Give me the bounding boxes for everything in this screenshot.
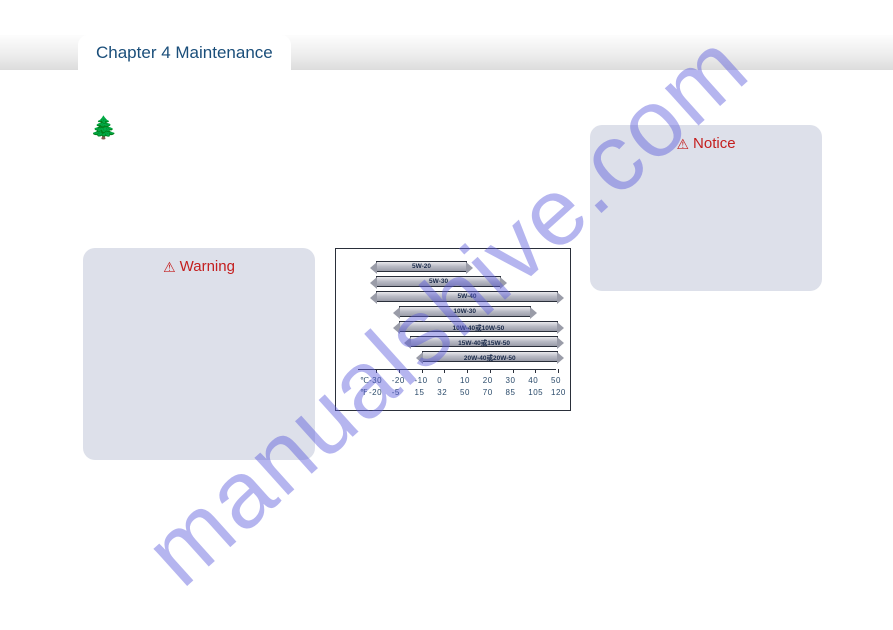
chart-tick bbox=[513, 369, 514, 373]
chapter-title: Chapter 4 Maintenance bbox=[96, 43, 273, 62]
celsius-unit-label: ℃ bbox=[360, 376, 369, 385]
oil-bar: 5W-40 bbox=[376, 291, 558, 302]
arrow-right-icon bbox=[557, 322, 564, 334]
arrow-right-icon bbox=[530, 307, 537, 319]
c-tick-label: 30 bbox=[506, 376, 516, 385]
chart-tick bbox=[399, 369, 400, 373]
fahrenheit-unit-label: ℉ bbox=[360, 388, 368, 397]
c-tick-label: -30 bbox=[369, 376, 382, 385]
warning-header: ⚠ Warning bbox=[83, 258, 315, 275]
arrow-left-icon bbox=[404, 337, 411, 349]
f-tick-label: 50 bbox=[460, 388, 470, 397]
warning-label: Warning bbox=[180, 258, 235, 275]
chart-tick bbox=[376, 369, 377, 373]
arrow-right-icon bbox=[557, 352, 564, 364]
chart-plot-area: 5W-20 5W-30 5W-40 10W-30 10W-40或10W-50 15W-40… bbox=[336, 249, 570, 410]
c-tick-label: 0 bbox=[437, 376, 442, 385]
oil-bar: 5W-20 bbox=[376, 261, 467, 272]
c-tick-label: -10 bbox=[415, 376, 428, 385]
oil-bar: 10W-30 bbox=[399, 306, 531, 317]
f-tick-label: -5 bbox=[392, 388, 400, 397]
chart-tick bbox=[467, 369, 468, 373]
chapter-tab: Chapter 4 Maintenance bbox=[78, 35, 291, 71]
notice-icon: ⚠ bbox=[676, 137, 689, 151]
chart-tick bbox=[490, 369, 491, 373]
oil-bar: 20W-40或20W-50 bbox=[422, 351, 559, 362]
arrow-left-icon bbox=[370, 277, 377, 289]
arrow-left-icon bbox=[416, 352, 423, 364]
chart-tick bbox=[422, 369, 423, 373]
notice-callout: ⚠ Notice bbox=[590, 125, 822, 291]
c-tick-label: 20 bbox=[483, 376, 493, 385]
f-tick-label: -20 bbox=[369, 388, 382, 397]
c-tick-label: 50 bbox=[551, 376, 561, 385]
arrow-left-icon bbox=[370, 262, 377, 274]
chart-tick bbox=[558, 369, 559, 373]
oil-bar: 10W-40或10W-50 bbox=[399, 321, 558, 332]
arrow-right-icon bbox=[500, 277, 507, 289]
c-tick-label: 40 bbox=[528, 376, 538, 385]
f-tick-label: 105 bbox=[528, 388, 543, 397]
oil-bar: 5W-30 bbox=[376, 276, 501, 287]
notice-label: Notice bbox=[693, 135, 736, 152]
c-tick-label: -20 bbox=[392, 376, 405, 385]
chart-axis-line bbox=[358, 369, 556, 370]
f-tick-label: 120 bbox=[551, 388, 566, 397]
f-tick-label: 85 bbox=[506, 388, 516, 397]
c-tick-label: 10 bbox=[460, 376, 470, 385]
arrow-right-icon bbox=[557, 337, 564, 349]
chart-tick bbox=[444, 369, 445, 373]
notice-header: ⚠ Notice bbox=[590, 135, 822, 152]
oil-viscosity-chart: 5W-20 5W-30 5W-40 10W-30 10W-40或10W-50 15W-40… bbox=[335, 248, 571, 411]
f-tick-label: 70 bbox=[483, 388, 493, 397]
oil-bar: 15W-40或15W-50 bbox=[410, 336, 558, 347]
f-tick-label: 32 bbox=[437, 388, 447, 397]
warning-callout: ⚠ Warning bbox=[83, 248, 315, 460]
f-tick-label: 15 bbox=[415, 388, 425, 397]
arrow-left-icon bbox=[393, 307, 400, 319]
arrow-left-icon bbox=[393, 322, 400, 334]
arrow-right-icon bbox=[557, 292, 564, 304]
arrow-right-icon bbox=[466, 262, 473, 274]
arrow-left-icon bbox=[370, 292, 377, 304]
warning-icon: ⚠ bbox=[163, 260, 176, 274]
eco-tree-icon: 🌲 bbox=[90, 115, 117, 141]
chart-tick bbox=[535, 369, 536, 373]
